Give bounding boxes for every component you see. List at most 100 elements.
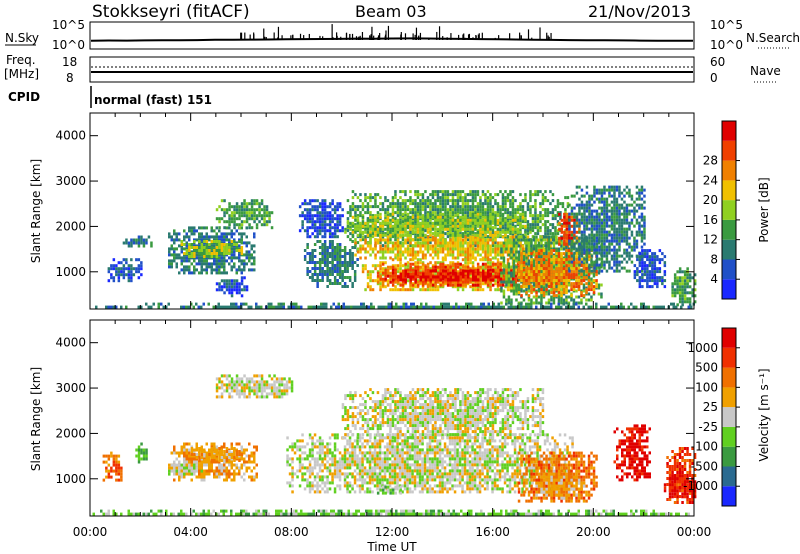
heatmap-cell	[326, 264, 329, 267]
heatmap-cell	[510, 271, 513, 275]
heatmap-cell	[409, 253, 412, 257]
heatmap-cell	[301, 226, 304, 230]
heatmap-cell	[494, 275, 497, 279]
heatmap-cell	[205, 226, 208, 230]
heatmap-cell	[394, 202, 397, 206]
heatmap-cell	[404, 205, 407, 209]
heatmap-cell	[396, 270, 400, 274]
heatmap-cell	[411, 283, 415, 287]
heatmap-cell	[464, 265, 467, 269]
heatmap-cell	[391, 227, 395, 231]
heatmap-cell	[316, 226, 319, 230]
heatmap-cell	[416, 253, 420, 257]
heatmap-cell	[431, 208, 435, 212]
heatmap-cell	[344, 230, 347, 234]
heatmap-cell	[427, 278, 430, 282]
heatmap-cell	[476, 274, 480, 278]
heatmap-cell	[431, 277, 435, 281]
heatmap-cell	[456, 265, 460, 269]
heatmap-cell	[379, 232, 382, 236]
heatmap-cell	[525, 259, 528, 263]
heatmap-cell	[205, 238, 208, 242]
heatmap-cell	[311, 252, 314, 255]
heatmap-cell	[328, 252, 332, 255]
heatmap-cell	[369, 235, 372, 239]
heatmap-cell	[597, 241, 601, 245]
heatmap-cell	[542, 264, 546, 268]
heatmap-cell	[374, 256, 377, 260]
heatmap-cell	[577, 295, 581, 299]
heatmap-cell	[424, 202, 427, 206]
heatmap-cell	[527, 250, 531, 254]
heatmap-cell	[481, 238, 485, 242]
heatmap-cell	[391, 224, 395, 228]
heatmap-cell	[424, 233, 427, 237]
heatmap-cell	[406, 233, 410, 237]
heatmap-cell	[471, 205, 475, 209]
heatmap-cell	[486, 280, 490, 284]
heatmap-cell	[356, 208, 360, 212]
heatmap-cell	[544, 223, 547, 227]
heatmap-cell	[461, 205, 465, 209]
heatmap-cell	[130, 267, 133, 271]
heatmap-cell	[471, 261, 475, 265]
heatmap-cell	[311, 261, 314, 264]
heatmap-cell	[479, 211, 482, 215]
heatmap-cell	[517, 286, 521, 290]
heatmap-cell	[456, 244, 460, 248]
heatmap-cell	[466, 218, 470, 222]
heatmap-cell	[556, 202, 560, 206]
heatmap-cell	[394, 221, 397, 225]
heatmap-cell	[183, 271, 186, 275]
heatmap-cell	[208, 255, 211, 258]
heatmap-cell	[496, 283, 500, 287]
heatmap-cell	[501, 253, 505, 257]
heatmap-cell	[421, 288, 425, 292]
heatmap-cell	[515, 244, 518, 248]
heatmap-cell	[348, 261, 352, 264]
heatmap-cell	[323, 243, 327, 246]
heatmap-cell	[551, 208, 555, 212]
heatmap-cell	[240, 223, 244, 227]
heatmap-cell	[504, 223, 507, 227]
heatmap-cell	[484, 238, 487, 242]
heatmap-cell	[537, 267, 541, 271]
heatmap-cell	[560, 261, 563, 265]
heatmap-cell	[449, 205, 452, 209]
heatmap-cell	[326, 223, 329, 227]
heatmap-cell	[575, 295, 578, 299]
heatmap-cell	[240, 294, 244, 298]
heatmap-cell	[539, 235, 542, 239]
heatmap-cell	[555, 265, 558, 269]
heatmap-cell	[416, 202, 420, 206]
heatmap-cell	[235, 285, 239, 289]
heatmap-cell	[419, 280, 422, 284]
heatmap-cell	[391, 280, 395, 284]
heatmap-cell	[233, 220, 236, 224]
heatmap-cell	[565, 247, 568, 251]
heatmap-cell	[521, 199, 525, 203]
heatmap-cell	[210, 244, 213, 248]
heatmap-cell	[351, 233, 355, 237]
heatmap-cell	[125, 267, 128, 271]
heatmap-cell	[481, 230, 485, 234]
heatmap-cell	[125, 238, 128, 242]
heatmap-cell	[343, 264, 347, 267]
heatmap-cell	[421, 199, 425, 203]
heatmap-cell	[537, 247, 541, 251]
heatmap-cell	[318, 214, 322, 218]
heatmap-cell	[371, 250, 375, 254]
heatmap-cell	[502, 262, 506, 266]
heatmap-cell	[512, 238, 516, 242]
heatmap-cell	[318, 246, 322, 249]
heatmap-cell	[331, 208, 334, 212]
heatmap-cell	[411, 238, 415, 242]
heatmap-cell	[333, 205, 337, 209]
heatmap-cell	[223, 235, 226, 239]
heatmap-cell	[496, 230, 500, 234]
heatmap-cell	[536, 193, 540, 197]
heatmap-cell	[238, 244, 241, 248]
heatmap-cell	[486, 227, 490, 231]
heatmap-cell	[223, 252, 226, 255]
heatmap-cell	[474, 227, 477, 231]
